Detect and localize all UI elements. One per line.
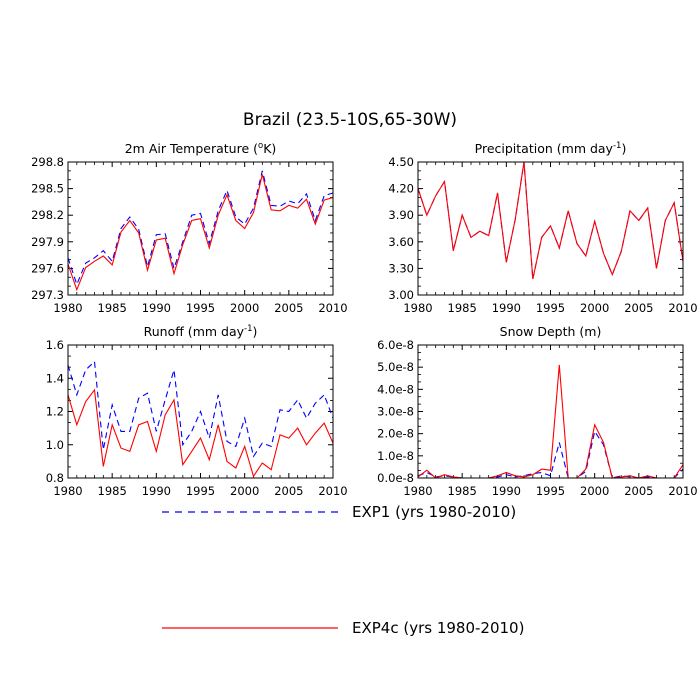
series-line-exp4c	[67, 174, 334, 292]
x-tick-label: 2005	[274, 484, 303, 498]
x-tick-label: 2005	[624, 484, 653, 498]
plot-frame	[417, 161, 684, 296]
legend: EXP1 (yrs 1980-2010) EXP4c (yrs 1980-201…	[162, 503, 524, 637]
x-tick-label: 1985	[448, 301, 477, 315]
y-tick-label: 297.9	[31, 235, 64, 249]
panel-title-superscript: o	[258, 141, 263, 151]
y-tick-label: 1.0e-8	[377, 449, 414, 463]
y-tick-label: 298.5	[31, 182, 64, 196]
y-tick-label: 1.0	[46, 438, 64, 452]
panel-snow-depth: Snow Depth (m) 0.0e-8 1.0e-8 2.0e-8 3.0e-8 4.…	[377, 324, 697, 498]
panel-title-main: 2m Air Temperature (	[125, 141, 258, 156]
y-tick-label: 1.4	[46, 371, 64, 385]
series-line-exp1	[417, 161, 684, 280]
panels: 2m Air Temperature (oK) 297.3 297.6 297.9 29…	[31, 141, 698, 498]
series-line-exp4c	[67, 388, 334, 478]
panel-runoff: Runoff (mm day-1) 0.8 1.0 1.2 1.4 1.6 1980 1985…	[46, 324, 348, 498]
x-tick-label: 1990	[492, 301, 521, 315]
y-tick-label: 3.60	[388, 235, 414, 249]
y-tick-label: 4.50	[388, 155, 414, 169]
series-line-exp1	[67, 170, 334, 286]
y-tick-label: 4.0e-8	[377, 382, 414, 396]
x-tick-label: 1995	[536, 484, 565, 498]
x-tick-label: 1990	[142, 484, 171, 498]
panel-title-main: Precipitation (mm day	[475, 141, 614, 156]
x-tick-label: 1990	[492, 484, 521, 498]
y-tick-label: 3.00	[388, 288, 414, 302]
x-tick-label: 2010	[668, 484, 697, 498]
x-tick-label: 2005	[624, 301, 653, 315]
x-tick-label: 2000	[230, 484, 259, 498]
panel-title-superscript: -1	[244, 324, 252, 334]
figure-title: Brazil (23.5-10S,65-30W)	[243, 110, 457, 130]
panel-title-main: Snow Depth (m)	[500, 324, 602, 339]
x-tick-label: 1990	[142, 301, 171, 315]
y-tick-label: 298.2	[31, 208, 64, 222]
y-tick-label: 1.6	[46, 338, 64, 352]
x-tick-label: 1980	[53, 301, 82, 315]
y-tick-label: 297.3	[31, 288, 64, 302]
panel-title-precip: Precipitation (mm day-1)	[475, 141, 627, 156]
plot-frame	[67, 161, 334, 296]
y-tick-label: 1.2	[46, 405, 64, 419]
series-line-exp1	[67, 360, 334, 458]
series-line-exp4c	[417, 364, 684, 479]
series-line-exp1	[417, 430, 684, 479]
x-tick-label: 1980	[403, 484, 432, 498]
x-tick-label: 2005	[274, 301, 303, 315]
plot-frame	[67, 344, 334, 479]
x-tick-label: 1980	[403, 301, 432, 315]
x-tick-label: 1980	[53, 484, 82, 498]
y-tick-label: 0.8	[46, 471, 64, 485]
y-tick-label: 4.20	[388, 182, 414, 196]
x-tick-label: 1985	[98, 484, 127, 498]
y-tick-label: 3.90	[388, 208, 414, 222]
x-tick-label: 2010	[668, 301, 697, 315]
x-tick-label: 1995	[186, 484, 215, 498]
x-tick-label: 2000	[580, 301, 609, 315]
x-tick-label: 2010	[318, 484, 347, 498]
y-tick-label: 3.30	[388, 261, 414, 275]
x-tick-label: 1995	[536, 301, 565, 315]
plot-frame	[417, 344, 684, 479]
x-tick-label: 2000	[580, 484, 609, 498]
panel-precip: Precipitation (mm day-1) 3.00 3.30 3.60 3.90…	[388, 141, 697, 315]
y-tick-label: 3.0e-8	[377, 405, 414, 419]
panel-title-snow-depth: Snow Depth (m)	[500, 324, 602, 339]
x-tick-label: 1995	[186, 301, 215, 315]
panel-title-suffix: K)	[263, 141, 276, 156]
x-tick-label: 2000	[230, 301, 259, 315]
x-tick-label: 1985	[98, 301, 127, 315]
x-tick-label: 2010	[318, 301, 347, 315]
panel-title-superscript: -1	[613, 141, 621, 151]
panel-air-temp: 2m Air Temperature (oK) 297.3 297.6 297.9 29…	[31, 141, 348, 315]
y-tick-label: 0.0e-8	[377, 471, 414, 485]
legend-label-exp4c: EXP4c (yrs 1980-2010)	[352, 619, 524, 637]
y-tick-label: 5.0e-8	[377, 360, 414, 374]
y-tick-label: 6.0e-8	[377, 338, 414, 352]
series-line-exp4c	[417, 161, 684, 280]
x-tick-label: 1985	[448, 484, 477, 498]
panel-title-main: Runoff (mm day	[144, 324, 245, 339]
y-tick-label: 298.8	[31, 155, 64, 169]
y-tick-label: 297.6	[31, 261, 64, 275]
legend-label-exp1: EXP1 (yrs 1980-2010)	[352, 503, 516, 521]
panel-title-suffix: )	[253, 324, 258, 339]
panel-title-air-temp: 2m Air Temperature (oK)	[125, 141, 277, 156]
panel-title-suffix: )	[621, 141, 626, 156]
panel-title-runoff: Runoff (mm day-1)	[144, 324, 258, 339]
y-tick-label: 2.0e-8	[377, 427, 414, 441]
